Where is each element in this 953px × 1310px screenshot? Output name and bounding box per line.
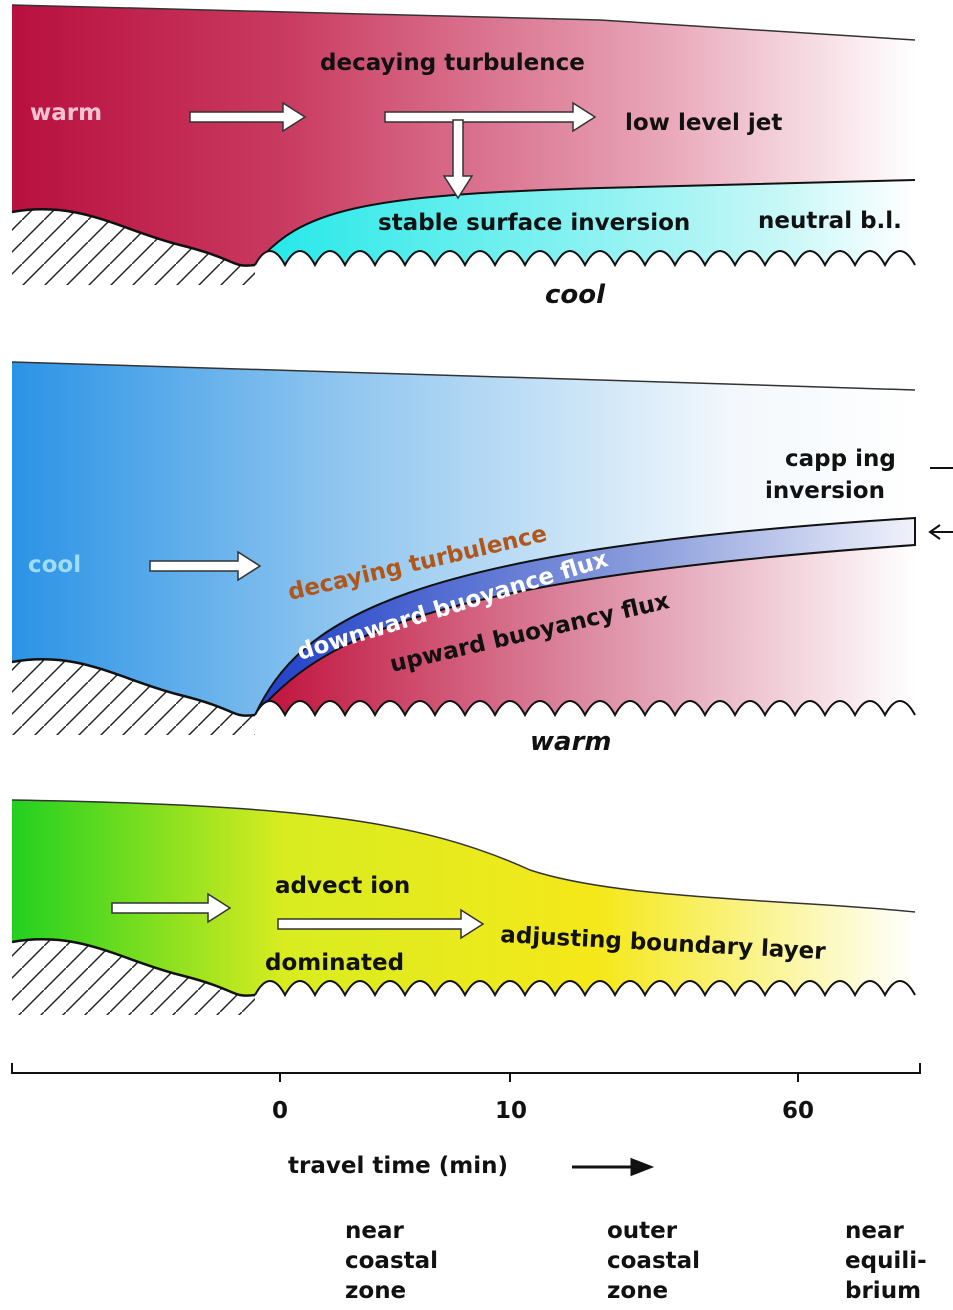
zone-label: near xyxy=(845,1218,904,1244)
label: neutral b.l. xyxy=(758,208,902,234)
axis-label: travel time (min) xyxy=(288,1153,508,1179)
label: low level jet xyxy=(625,110,782,136)
sea-surface xyxy=(254,250,916,268)
coast xyxy=(11,938,256,997)
label: cool xyxy=(545,280,606,310)
zone-label: outer xyxy=(607,1218,678,1244)
flux-layer xyxy=(254,516,916,716)
air-mass xyxy=(12,800,915,1000)
tick-label: 0 xyxy=(272,1098,288,1124)
shapes xyxy=(11,4,953,1177)
zone-label: coastal xyxy=(607,1248,700,1274)
arrow xyxy=(149,550,262,582)
arrow xyxy=(277,908,485,940)
top xyxy=(11,799,916,913)
ground-hatch xyxy=(12,209,255,285)
top xyxy=(11,4,916,41)
arrow xyxy=(189,101,307,133)
top xyxy=(11,361,916,391)
marker xyxy=(928,524,953,540)
inversion-layer xyxy=(255,180,915,268)
label: advect ion xyxy=(275,873,410,899)
sea xyxy=(255,981,915,1020)
inversion-top xyxy=(254,179,916,266)
coast xyxy=(11,658,256,717)
ground-hatch xyxy=(12,659,255,735)
arrow xyxy=(442,119,474,200)
label: cool xyxy=(28,552,81,578)
ground-hatch xyxy=(12,939,255,1015)
label: warm xyxy=(30,100,102,126)
arrow xyxy=(384,101,597,133)
sea-surface xyxy=(254,700,916,718)
zone-label: zone xyxy=(345,1278,406,1304)
sea xyxy=(255,251,915,290)
arrow xyxy=(111,892,232,924)
sea xyxy=(255,701,915,740)
label: dominated xyxy=(265,950,404,976)
zone-label: zone xyxy=(607,1278,668,1304)
warm-layer xyxy=(255,545,915,718)
axis xyxy=(11,1063,921,1074)
label: inversion xyxy=(765,478,885,504)
texts: warm decaying turbulence low level jet s… xyxy=(28,50,927,1304)
arrow xyxy=(572,1157,655,1177)
zone-label: equili- xyxy=(845,1248,927,1274)
sea-surface xyxy=(254,980,916,998)
zone-label: brium xyxy=(845,1278,921,1304)
tick-label: 10 xyxy=(495,1098,527,1124)
coast xyxy=(11,208,256,267)
zone-label: near xyxy=(345,1218,404,1244)
zone-label: coastal xyxy=(345,1248,438,1274)
label: stable surface inversion xyxy=(378,210,690,236)
label: capp ing xyxy=(785,446,896,472)
label: warm xyxy=(530,727,611,757)
label: decaying turbulence xyxy=(320,50,585,76)
tick-label: 60 xyxy=(782,1098,814,1124)
